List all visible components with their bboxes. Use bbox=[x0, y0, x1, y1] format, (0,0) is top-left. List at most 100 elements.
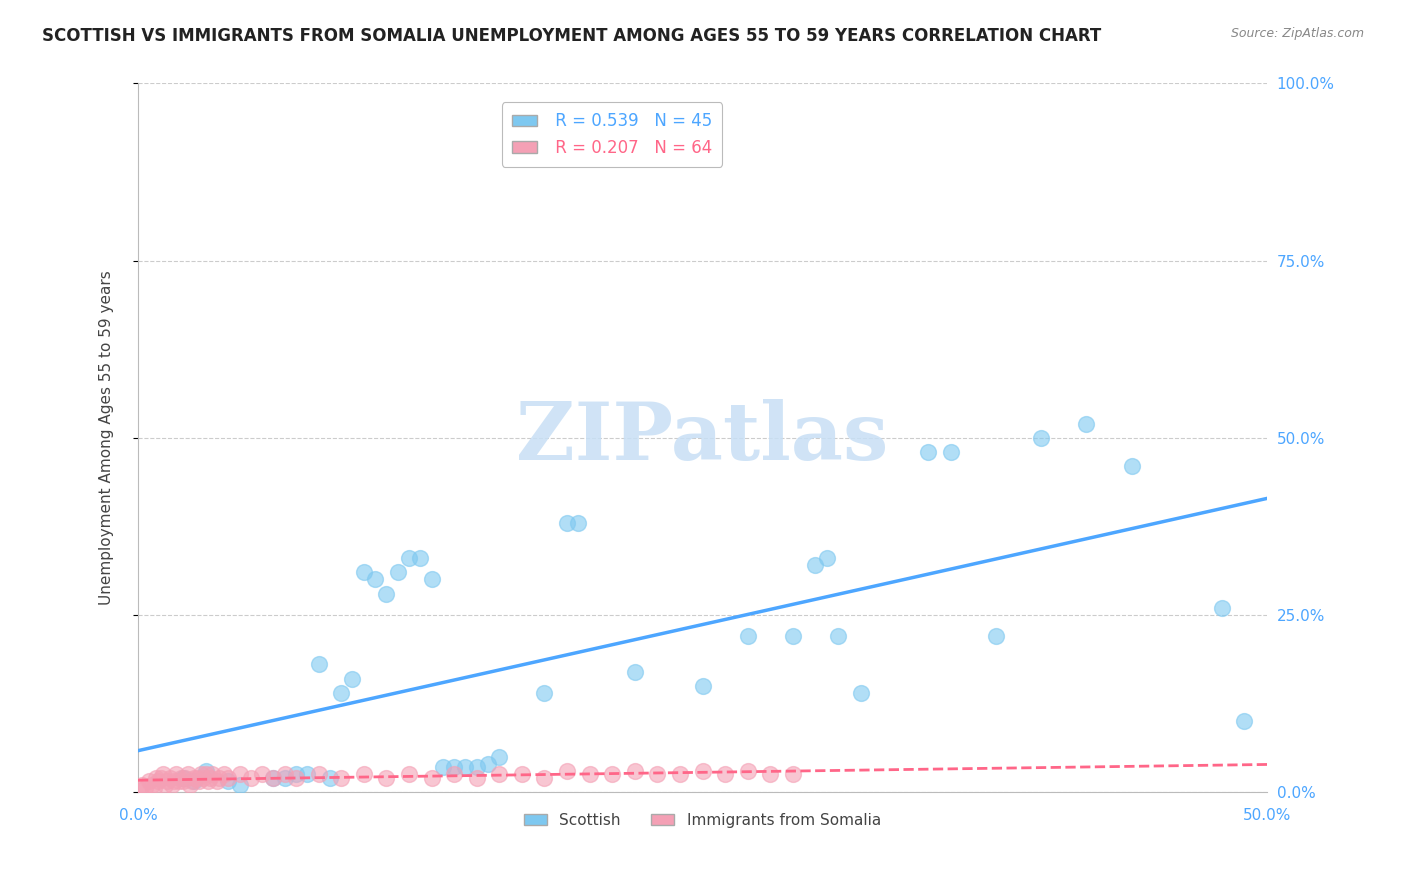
Point bbox=[737, 629, 759, 643]
Point bbox=[939, 445, 962, 459]
Point bbox=[420, 573, 443, 587]
Point bbox=[181, 774, 204, 789]
Point bbox=[353, 767, 375, 781]
Point bbox=[387, 566, 409, 580]
Point bbox=[454, 760, 477, 774]
Point bbox=[217, 774, 239, 789]
Point bbox=[208, 771, 231, 785]
Point bbox=[148, 774, 170, 789]
Text: ZIPatlas: ZIPatlas bbox=[516, 399, 889, 476]
Point bbox=[159, 771, 181, 785]
Point bbox=[443, 767, 465, 781]
Point bbox=[152, 767, 174, 781]
Point bbox=[1076, 417, 1098, 431]
Point bbox=[131, 778, 153, 792]
Point bbox=[815, 551, 838, 566]
Point bbox=[477, 756, 499, 771]
Text: 50.0%: 50.0% bbox=[1243, 808, 1291, 823]
Point bbox=[201, 767, 224, 781]
Point bbox=[342, 672, 364, 686]
Point bbox=[782, 629, 804, 643]
Point bbox=[533, 771, 555, 785]
Point bbox=[1233, 714, 1256, 728]
Point bbox=[183, 774, 205, 789]
Point bbox=[134, 781, 156, 796]
Point bbox=[172, 771, 194, 785]
Point bbox=[172, 774, 194, 789]
Point bbox=[465, 771, 488, 785]
Point bbox=[319, 771, 342, 785]
Point bbox=[149, 771, 172, 785]
Point bbox=[156, 774, 179, 789]
Point bbox=[262, 771, 284, 785]
Point bbox=[330, 686, 353, 700]
Point bbox=[174, 771, 197, 785]
Point bbox=[623, 665, 645, 679]
Point bbox=[250, 767, 273, 781]
Point bbox=[804, 558, 827, 573]
Point bbox=[567, 516, 589, 530]
Point bbox=[145, 771, 167, 785]
Point bbox=[364, 573, 387, 587]
Point bbox=[488, 767, 510, 781]
Point bbox=[353, 566, 375, 580]
Point bbox=[186, 771, 208, 785]
Point bbox=[443, 760, 465, 774]
Point bbox=[398, 551, 420, 566]
Point bbox=[200, 771, 222, 785]
Point bbox=[308, 657, 330, 672]
Point bbox=[1121, 458, 1143, 473]
Point bbox=[285, 771, 308, 785]
Point bbox=[212, 767, 235, 781]
Point bbox=[669, 767, 692, 781]
Y-axis label: Unemployment Among Ages 55 to 59 years: Unemployment Among Ages 55 to 59 years bbox=[100, 270, 114, 605]
Point bbox=[432, 760, 454, 774]
Point bbox=[262, 771, 284, 785]
Point bbox=[179, 778, 201, 792]
Point bbox=[488, 749, 510, 764]
Point bbox=[285, 767, 308, 781]
Point bbox=[187, 774, 209, 789]
Point bbox=[398, 767, 420, 781]
Point bbox=[190, 767, 212, 781]
Point bbox=[127, 781, 149, 796]
Point bbox=[692, 764, 714, 778]
Point bbox=[205, 774, 228, 789]
Point bbox=[193, 771, 215, 785]
Point bbox=[142, 781, 165, 796]
Legend: Scottish, Immigrants from Somalia: Scottish, Immigrants from Somalia bbox=[517, 806, 887, 834]
Point bbox=[1211, 600, 1233, 615]
Point bbox=[1031, 431, 1053, 445]
Point bbox=[194, 767, 217, 781]
Point bbox=[308, 767, 330, 781]
Point bbox=[176, 767, 198, 781]
Text: Source: ZipAtlas.com: Source: ZipAtlas.com bbox=[1230, 27, 1364, 40]
Point bbox=[420, 771, 443, 785]
Point bbox=[510, 767, 533, 781]
Point bbox=[160, 778, 183, 792]
Point bbox=[330, 771, 353, 785]
Point bbox=[409, 551, 432, 566]
Point bbox=[917, 445, 939, 459]
Point bbox=[555, 764, 578, 778]
Point bbox=[600, 767, 623, 781]
Point bbox=[714, 767, 737, 781]
Point bbox=[555, 516, 578, 530]
Point bbox=[228, 778, 250, 792]
Point bbox=[692, 679, 714, 693]
Point bbox=[984, 629, 1007, 643]
Point bbox=[170, 771, 193, 785]
Text: SCOTTISH VS IMMIGRANTS FROM SOMALIA UNEMPLOYMENT AMONG AGES 55 TO 59 YEARS CORRE: SCOTTISH VS IMMIGRANTS FROM SOMALIA UNEM… bbox=[42, 27, 1101, 45]
Point bbox=[375, 771, 398, 785]
Point bbox=[782, 767, 804, 781]
Point bbox=[759, 767, 782, 781]
Point bbox=[194, 764, 217, 778]
Point bbox=[138, 774, 160, 789]
Point bbox=[274, 771, 297, 785]
Text: 0.0%: 0.0% bbox=[118, 808, 157, 823]
Point bbox=[274, 767, 297, 781]
Point bbox=[167, 774, 190, 789]
Point bbox=[647, 767, 669, 781]
Point bbox=[228, 767, 250, 781]
Point bbox=[533, 686, 555, 700]
